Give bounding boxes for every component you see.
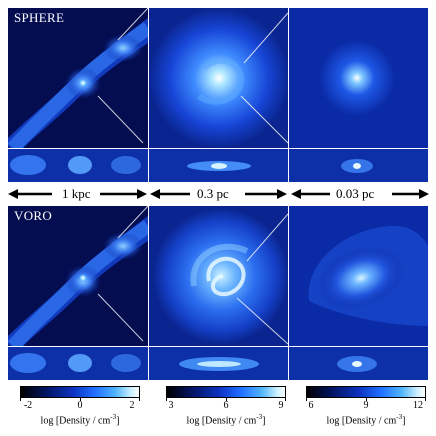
colorbar-1-tick-high: 2 xyxy=(129,400,135,411)
sphere-0-03pc-panel xyxy=(289,8,428,148)
row-label-sphere: SPHERE xyxy=(14,10,65,25)
sphere-kpc-panel xyxy=(8,8,148,148)
row-label-voro: VORO xyxy=(14,208,53,223)
scale-label-0-3pc: 0.3 pc xyxy=(197,186,229,201)
scale-label-1kpc: 1 kpc xyxy=(62,186,91,201)
colorbar-3-tick-high: 12 xyxy=(413,400,423,411)
colorbar-2-tick-low: 3 xyxy=(168,400,174,411)
colorbar-2-label: log [Density / cm-3] xyxy=(186,413,266,427)
sphere-kpc-edge-strip xyxy=(8,149,148,182)
scale-arrow-1kpc xyxy=(8,189,147,199)
voro-pc-edge-strip xyxy=(149,347,288,380)
scale-arrow-0-03pc xyxy=(291,189,429,199)
sphere-0-03pc-edge-strip xyxy=(289,149,428,182)
colorbar-1-tick-mid: 0 xyxy=(77,400,83,411)
colorbar-3-label: log [Density / cm-3] xyxy=(326,413,406,427)
voro-pc-panel xyxy=(149,206,288,346)
colorbar-2-tick-high: 9 xyxy=(278,400,284,411)
sphere-pc-panel xyxy=(149,8,288,148)
voro-0-03pc-panel xyxy=(289,206,428,346)
colorbar-1-tick-low: -2 xyxy=(23,400,33,411)
scale-arrow-0-3pc xyxy=(150,189,287,199)
sphere-pc-edge-strip xyxy=(149,149,288,182)
voro-kpc-edge-strip xyxy=(8,347,148,380)
colorbar-3-tick-low: 6 xyxy=(308,400,314,411)
scale-bar-row: 1 kpc 0.3 pc 0.03 pc xyxy=(0,182,436,206)
colorbar-3-tick-mid: 9 xyxy=(363,400,369,411)
voro-kpc-panel xyxy=(8,206,148,346)
scale-label-0-03pc: 0.03 pc xyxy=(336,186,375,201)
voro-0-03pc-edge-strip xyxy=(289,347,428,380)
colorbar-2-tick-mid: 6 xyxy=(223,400,229,411)
colorbar-1-label: log [Density / cm-3] xyxy=(40,413,120,427)
